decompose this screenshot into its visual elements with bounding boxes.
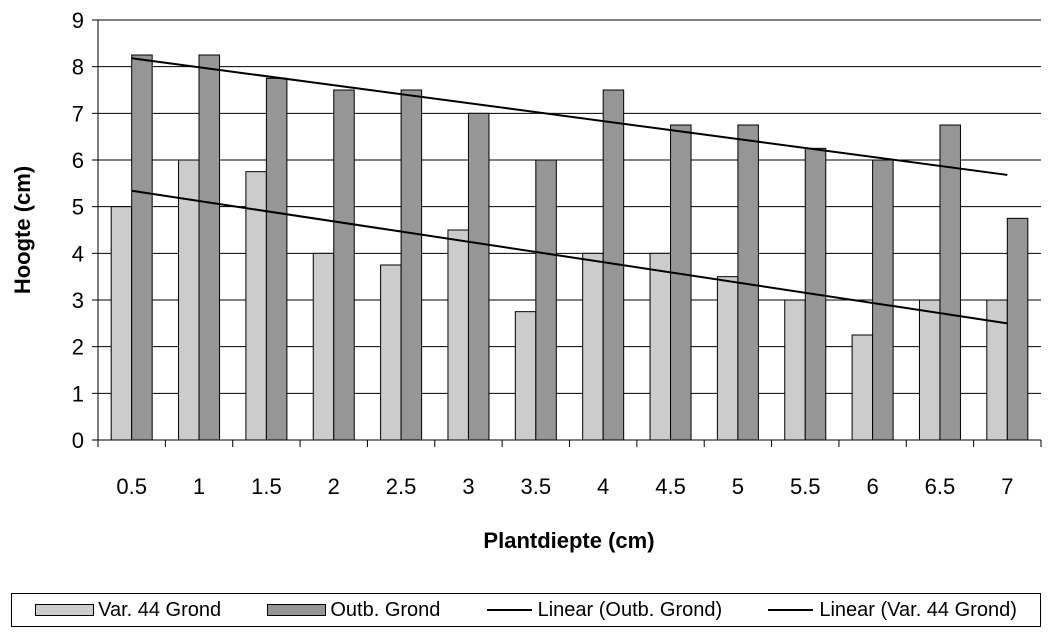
bar-outb [199,55,220,440]
bar-var44 [650,253,671,440]
x-tick-label: 2 [328,474,340,499]
x-tick-label: 6 [866,474,878,499]
legend-item-trend-var44: Linear (Var. 44 Grond) [768,599,1017,622]
legend-label-var44: Var. 44 Grond [98,599,221,622]
legend-label-trend-outb: Linear (Outb. Grond) [538,599,723,622]
bar-var44 [111,207,132,440]
y-tick-labels: 0 1 2 3 4 5 6 7 8 9 [72,8,84,453]
bar-outb [401,90,422,440]
x-axis-title: Plantdiepte (cm) [483,528,654,553]
axes [92,20,1041,447]
bar-var44 [179,160,200,440]
legend-line-trend-var44 [768,609,813,611]
x-tick-labels: 0.5 1 1.5 2 2.5 3 3.5 4 4.5 5 5.5 6 6.5 7 [116,474,1013,499]
bars [111,55,1028,440]
bar-var44 [785,300,806,440]
y-tick-label: 9 [72,8,84,33]
bar-var44 [515,312,536,440]
x-tick-label: 5.5 [790,474,821,499]
bar-outb [873,160,894,440]
x-tick-label: 6.5 [925,474,956,499]
legend-label-outb: Outb. Grond [330,599,440,622]
legend-item-outb: Outb. Grond [267,599,440,622]
y-tick-label: 0 [72,428,84,453]
y-tick-label: 3 [72,288,84,313]
trendline-outb [132,58,1008,175]
bar-var44 [919,300,940,440]
bar-var44 [246,172,267,440]
x-tick-label: 4.5 [655,474,686,499]
y-tick-label: 2 [72,335,84,360]
y-tick-label: 4 [72,241,84,266]
legend-swatch-outb [267,604,326,616]
bar-var44 [717,277,738,440]
x-tick-label: 5 [732,474,744,499]
x-tick-label: 1 [193,474,205,499]
bar-outb [334,90,355,440]
x-tick-label: 3.5 [521,474,552,499]
bar-var44 [313,253,334,440]
legend-item-var44: Var. 44 Grond [35,599,221,622]
legend: Var. 44 Grond Outb. Grond Linear (Outb. … [11,593,1041,627]
legend-item-trend-outb: Linear (Outb. Grond) [487,599,723,622]
x-tick-label: 7 [1001,474,1013,499]
bar-var44 [448,230,469,440]
bar-outb [940,125,961,440]
bar-var44 [381,265,402,440]
x-tick-label: 2.5 [386,474,417,499]
bar-outb [671,125,692,440]
x-tick-label: 3 [462,474,474,499]
x-tick-label: 0.5 [116,474,147,499]
legend-label-trend-var44: Linear (Var. 44 Grond) [819,599,1017,622]
y-tick-label: 7 [72,101,84,126]
legend-swatch-var44 [35,604,94,616]
bar-outb [536,160,557,440]
y-axis-title: Hoogte (cm) [10,166,35,294]
x-tick-label: 1.5 [251,474,282,499]
bar-outb [1007,218,1028,440]
x-tick-label: 4 [597,474,609,499]
bar-var44 [583,253,604,440]
bar-outb [266,78,287,440]
y-tick-label: 5 [72,195,84,220]
y-tick-label: 6 [72,148,84,173]
y-tick-label: 8 [72,55,84,80]
y-tick-label: 1 [72,381,84,406]
legend-line-trend-outb [487,609,532,611]
bar-var44 [852,335,873,440]
bar-outb [132,55,153,440]
bar-outb [468,113,489,440]
